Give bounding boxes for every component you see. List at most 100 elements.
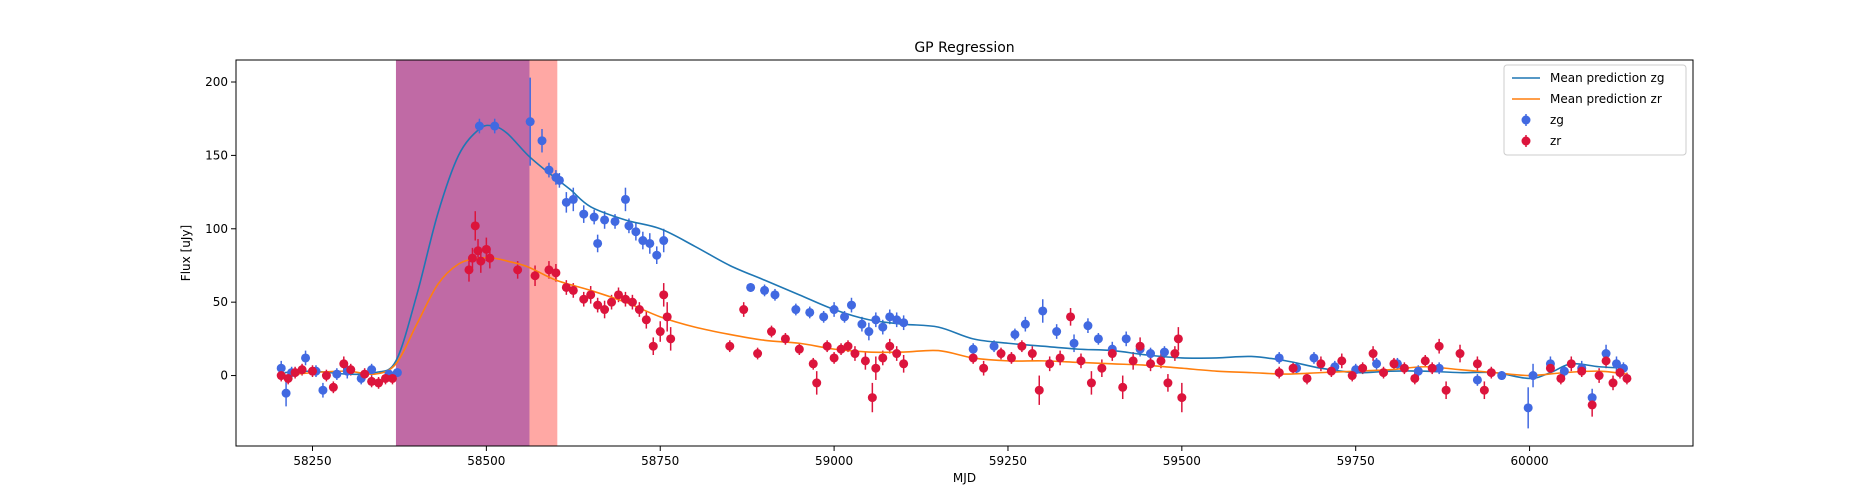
point-zr-45 <box>767 327 777 337</box>
chart-title: GP Regression <box>914 40 1014 56</box>
point-zg-53 <box>1038 306 1048 316</box>
point-zg-71 <box>1434 363 1444 373</box>
point-zr-104 <box>1479 385 1489 395</box>
point-zr-20 <box>485 253 495 263</box>
point-zr-37 <box>648 341 658 351</box>
point-zr-43 <box>739 305 749 315</box>
point-zr-16 <box>470 221 480 231</box>
point-zg-24 <box>610 216 620 226</box>
point-zr-39 <box>659 290 669 300</box>
point-zr-0 <box>276 371 286 381</box>
point-zr-63 <box>979 363 989 373</box>
point-zg-6 <box>332 369 342 379</box>
point-zr-85 <box>1274 368 1284 378</box>
point-zg-61 <box>1146 349 1156 359</box>
point-zr-61 <box>899 359 909 369</box>
point-zg-26 <box>624 221 634 231</box>
point-zr-18 <box>476 256 486 266</box>
point-zg-73 <box>1497 371 1507 381</box>
y-tick-label-4: 200 <box>205 75 228 89</box>
point-zr-112 <box>1601 356 1611 366</box>
point-zr-44 <box>753 349 763 359</box>
point-zg-5 <box>318 385 328 395</box>
y-axis-label: Flux [uJy] <box>179 225 193 281</box>
point-zg-37 <box>805 307 815 317</box>
point-zg-0 <box>276 363 286 373</box>
legend-label-1: Mean prediction zr <box>1550 92 1662 106</box>
point-zr-8 <box>346 365 356 375</box>
point-zr-35 <box>634 305 644 315</box>
point-zr-52 <box>836 344 846 354</box>
point-zr-102 <box>1455 349 1465 359</box>
point-zg-36 <box>791 305 801 315</box>
point-zr-75 <box>1107 349 1117 359</box>
point-zr-49 <box>812 378 822 388</box>
point-zr-86 <box>1288 363 1298 373</box>
point-zr-21 <box>513 265 523 275</box>
point-zr-34 <box>627 297 637 307</box>
legend-label-0: Mean prediction zg <box>1550 71 1664 85</box>
point-zr-48 <box>808 359 818 369</box>
point-zg-59 <box>1121 334 1131 344</box>
point-zr-110 <box>1587 400 1597 410</box>
point-zg-79 <box>1587 393 1597 403</box>
point-zg-48 <box>899 318 909 328</box>
point-zg-47 <box>892 315 902 325</box>
point-zg-27 <box>631 227 641 237</box>
point-zr-91 <box>1347 371 1357 381</box>
point-zr-90 <box>1337 356 1347 366</box>
point-zr-96 <box>1399 363 1409 373</box>
point-zr-70 <box>1055 353 1065 363</box>
shaded-regions <box>395 60 558 446</box>
point-zg-21 <box>579 209 589 219</box>
point-zr-30 <box>600 305 610 315</box>
point-zg-42 <box>857 319 867 329</box>
point-zg-33 <box>746 282 756 292</box>
x-tick-label-4: 59250 <box>989 454 1027 468</box>
point-zr-113 <box>1608 378 1618 388</box>
point-zg-19 <box>561 197 571 207</box>
point-zr-82 <box>1170 349 1180 359</box>
point-zr-108 <box>1566 359 1576 369</box>
point-zr-29 <box>593 300 603 310</box>
point-zg-14 <box>525 117 535 127</box>
point-zr-58 <box>878 353 888 363</box>
point-zr-38 <box>655 327 665 337</box>
point-zr-9 <box>360 369 370 379</box>
point-zr-40 <box>662 312 672 322</box>
point-zr-55 <box>860 356 870 366</box>
point-zg-52 <box>1020 319 1030 329</box>
point-zg-28 <box>638 236 648 246</box>
point-zg-38 <box>819 312 829 322</box>
point-zr-66 <box>1017 341 1027 351</box>
point-zr-65 <box>1006 353 1016 363</box>
point-zg-70 <box>1413 366 1423 376</box>
point-zg-41 <box>846 300 856 310</box>
point-zr-98 <box>1420 356 1430 366</box>
point-zg-65 <box>1309 353 1319 363</box>
point-zr-14 <box>464 265 474 275</box>
y-tick-label-2: 100 <box>205 222 228 236</box>
point-zr-33 <box>620 294 630 304</box>
point-zg-68 <box>1372 359 1382 369</box>
point-zr-81 <box>1163 378 1173 388</box>
point-zr-46 <box>780 334 790 344</box>
point-zr-36 <box>641 315 651 325</box>
legend-swatch-3 <box>1521 136 1531 146</box>
point-zg-35 <box>770 290 780 300</box>
point-zg-1 <box>281 388 291 398</box>
point-zr-47 <box>794 344 804 354</box>
point-zr-3 <box>297 365 307 375</box>
point-zg-57 <box>1093 334 1103 344</box>
point-zr-87 <box>1302 373 1312 383</box>
point-zr-109 <box>1577 366 1587 376</box>
point-zg-50 <box>989 341 999 351</box>
point-zr-10 <box>367 376 377 386</box>
point-zg-63 <box>1274 353 1284 363</box>
point-zr-78 <box>1135 341 1145 351</box>
x-axis-ticks: 58250 58500 58750 59000 59250 59500 59750 60000 <box>293 446 1549 468</box>
point-zg-46 <box>885 312 895 322</box>
point-zr-59 <box>885 341 895 351</box>
point-zg-51 <box>1010 329 1020 339</box>
